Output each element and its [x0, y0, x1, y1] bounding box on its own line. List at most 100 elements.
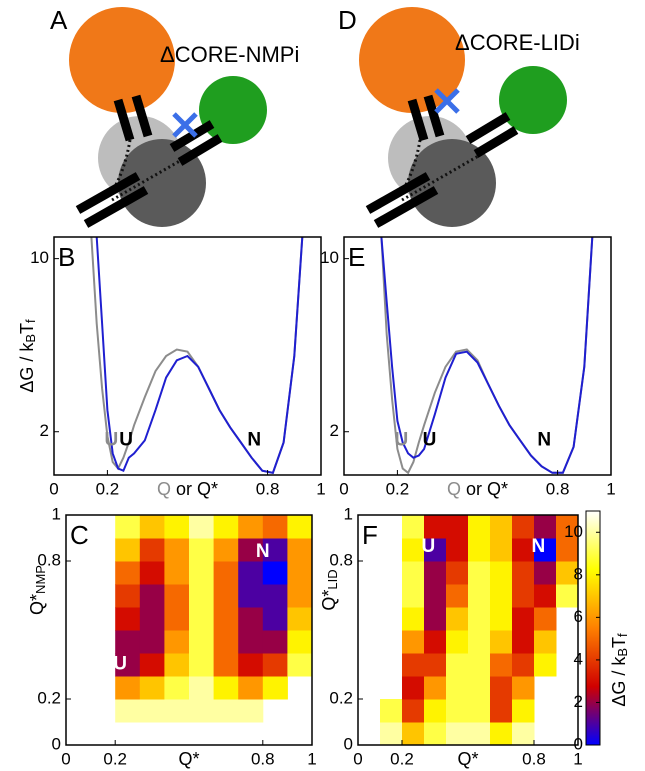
heat-cell [238, 676, 264, 700]
heat-cell [115, 699, 141, 723]
heat-cell [164, 653, 190, 677]
heat-cell [402, 630, 425, 654]
label-part: T [17, 323, 37, 334]
label-part: Q* [319, 590, 339, 611]
x-tick-label: 1 [606, 479, 615, 498]
heat-cell [213, 676, 239, 700]
heat-cell [512, 561, 535, 585]
helix [169, 120, 215, 152]
annotation: U [422, 536, 436, 557]
heat-cell [189, 630, 215, 654]
helix [75, 172, 141, 214]
heat-cell [424, 584, 447, 608]
plot-frame [357, 514, 579, 746]
x-tick-label: 0.2 [103, 749, 127, 768]
heat-cell [164, 630, 190, 654]
heat-cell [468, 561, 491, 585]
label-part: ΔG / k [17, 342, 37, 393]
label-part: f [23, 319, 38, 323]
heat-cell [446, 515, 469, 539]
heat-cell [424, 538, 447, 562]
heat-cell [139, 561, 165, 585]
heat-cell [287, 515, 313, 539]
heat-cell [287, 584, 313, 608]
axis-label: Q*LID [319, 569, 340, 610]
heat-cell [115, 561, 141, 585]
heat-cell [556, 538, 579, 562]
colorbar-tick-label: 2 [574, 692, 583, 711]
annotation: N [532, 536, 546, 557]
colorbar [585, 510, 601, 746]
heat-cell [238, 515, 264, 539]
heat-cell [490, 676, 513, 700]
heat-cell [490, 607, 513, 631]
heat-cell [468, 538, 491, 562]
heat-cell [164, 607, 190, 631]
label-part: T [609, 637, 629, 648]
heat-cell [213, 584, 239, 608]
heat-cell [534, 515, 557, 539]
heat-cell [164, 515, 190, 539]
heat-cell [534, 538, 557, 562]
heat-cell [490, 584, 513, 608]
heat-cell [446, 584, 469, 608]
heat-cell [139, 584, 165, 608]
diagram-title: ΔCORE-LIDi [455, 30, 580, 55]
heat-cell [262, 538, 288, 562]
x-tick-label: 0.8 [256, 479, 280, 498]
heat-cell [287, 607, 313, 631]
heat-cell [164, 676, 190, 700]
plot-frame [53, 236, 322, 476]
annotation: N [537, 429, 551, 450]
heat-cell [512, 607, 535, 631]
helix [113, 98, 135, 142]
heat-cell [556, 584, 579, 608]
heat-cell [424, 607, 447, 631]
heat-cell [490, 630, 513, 654]
heat-cell [262, 630, 288, 654]
heat-cell [238, 653, 264, 677]
heat-cell [213, 538, 239, 562]
heat-cell [115, 653, 141, 677]
heat-cell [213, 653, 239, 677]
y-tick-label: 2 [330, 421, 339, 440]
heat-cell [468, 699, 491, 723]
heat-cell [213, 515, 239, 539]
heat-cell [380, 722, 403, 746]
heat-cell [189, 561, 215, 585]
heat-cell [189, 676, 215, 700]
heat-cell [139, 515, 165, 539]
heat-cell [534, 607, 557, 631]
y-tick-label: 1 [344, 504, 353, 523]
heat-cell [490, 722, 513, 746]
heat-cell [468, 653, 491, 677]
plot-frame [343, 236, 612, 476]
label-part: NMP [33, 565, 48, 594]
annotation: N [256, 541, 270, 562]
heat-cell [262, 653, 288, 677]
cross [172, 112, 198, 138]
heat-cell [287, 653, 313, 677]
heat-cell [424, 676, 447, 700]
heat-cell [402, 561, 425, 585]
heat-cell [534, 561, 557, 585]
heat-cell [115, 515, 141, 539]
heat-cell [446, 699, 469, 723]
y-tick-label: 2 [40, 421, 49, 440]
helix [177, 134, 223, 166]
heat-cell [402, 676, 425, 700]
heat-cell [468, 676, 491, 700]
heat-cell [262, 584, 288, 608]
heat-cell [189, 584, 215, 608]
linker [401, 153, 481, 202]
colorbar-tick-label: 4 [574, 649, 583, 668]
heat-cell [139, 676, 165, 700]
panel-label: E [348, 242, 365, 272]
heat-cell [115, 538, 141, 562]
heat-cell [512, 676, 535, 700]
label-part: B [23, 334, 38, 343]
annotation: N [247, 429, 261, 450]
heat-cell [139, 607, 165, 631]
x-tick-label: 1 [573, 749, 582, 768]
